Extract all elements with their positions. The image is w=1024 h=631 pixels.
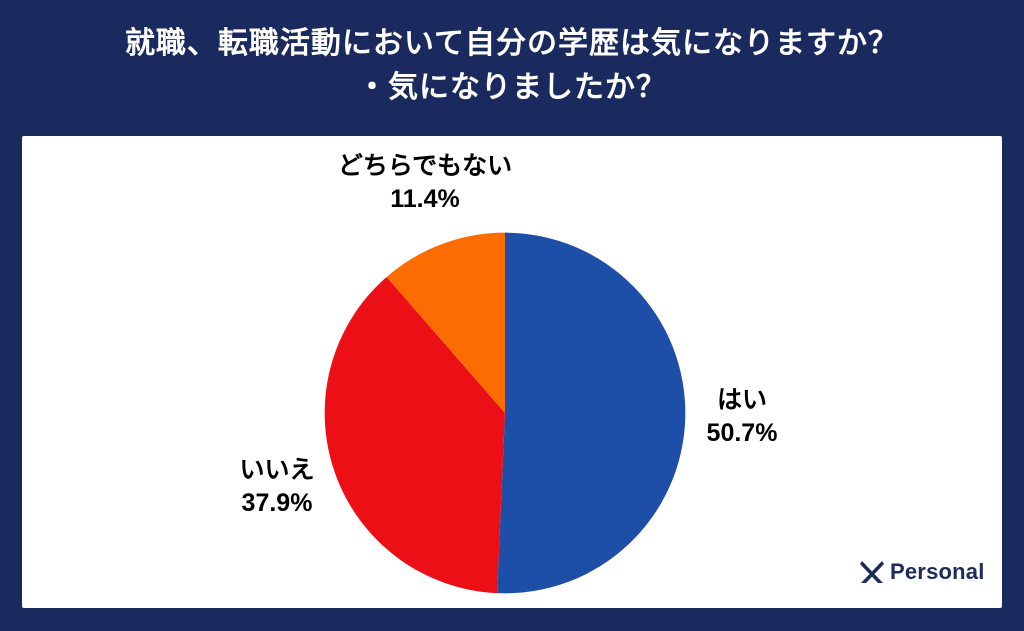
slice-value-dochirademonai: 11.4%: [390, 185, 460, 213]
slice-name-hai: はい: [716, 386, 767, 414]
slice-name-iie: いいえ: [239, 456, 315, 484]
chart-title-line1: 就職、転職活動において自分の学歴は気になりますか？: [124, 27, 900, 60]
slice-value-iie: 37.9%: [241, 489, 313, 517]
slice-label-dochirademonai: どちらでもない 11.4%: [305, 150, 545, 216]
pie-slice-2: [386, 232, 505, 413]
pie-slice-0: [497, 232, 686, 594]
personal-logo-text: Personal: [890, 559, 985, 584]
slice-value-hai: 50.7%: [706, 419, 778, 447]
slice-label-iie: いいえ 37.9%: [197, 454, 357, 520]
personal-logo: Personal: [858, 558, 985, 586]
pie-chart: [324, 232, 686, 594]
slice-label-hai: はい 50.7%: [662, 384, 822, 450]
pie-slice-1: [324, 276, 505, 594]
slice-name-dochirademonai: どちらでもない: [337, 152, 513, 180]
chart-title: 就職、転職活動において自分の学歴は気になりますか？ ・気になりましたか？: [0, 22, 1024, 110]
chart-panel: どちらでもない 11.4% はい 50.7% いいえ 37.9% Persona…: [22, 136, 1002, 608]
chart-title-line2: ・気になりましたか？: [357, 71, 667, 104]
personal-logo-x-icon: [860, 561, 884, 583]
pie-chart-container: [321, 229, 689, 597]
